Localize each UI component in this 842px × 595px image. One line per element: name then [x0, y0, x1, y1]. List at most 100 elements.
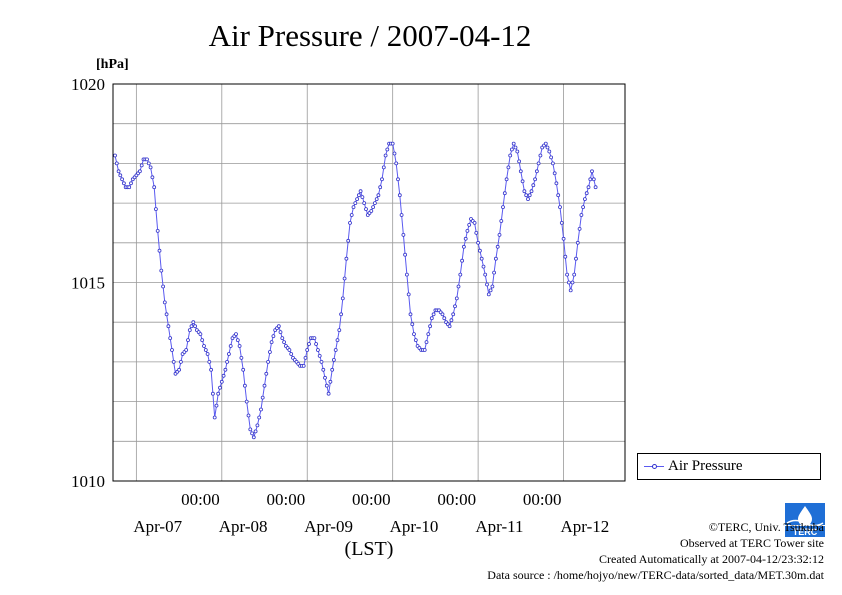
x-tick-time-label: 00:00 — [523, 490, 562, 509]
data-point — [479, 256, 484, 261]
data-point — [476, 240, 481, 245]
data-point — [150, 175, 155, 180]
data-point — [380, 177, 384, 182]
data-point — [472, 220, 477, 225]
data-point — [545, 145, 550, 150]
data-point — [492, 270, 497, 275]
data-point — [319, 359, 324, 364]
data-point — [477, 248, 482, 253]
data-point — [209, 367, 214, 372]
data-point — [214, 403, 219, 408]
data-point — [355, 197, 360, 202]
data-point — [337, 328, 342, 333]
data-point — [424, 340, 429, 345]
data-point — [328, 379, 333, 384]
data-point — [120, 177, 124, 182]
data-point — [139, 163, 144, 168]
data-point — [474, 230, 479, 235]
data-point — [556, 193, 561, 198]
data-point — [463, 236, 468, 241]
data-point — [340, 296, 345, 301]
x-tick-date-label: Apr-07 — [133, 517, 182, 536]
x-tick-date-label: Apr-09 — [304, 517, 353, 536]
data-point — [248, 427, 253, 432]
data-point — [412, 332, 416, 337]
data-point — [145, 157, 149, 162]
data-point — [490, 284, 495, 289]
data-point — [353, 201, 358, 206]
data-point — [127, 185, 132, 190]
data-point — [588, 177, 593, 182]
data-point — [488, 288, 493, 293]
data-point — [323, 375, 327, 380]
data-point — [481, 264, 486, 269]
data-point — [155, 228, 160, 233]
data-point — [467, 222, 472, 227]
data-point — [447, 324, 452, 329]
data-point — [228, 344, 233, 348]
data-point — [255, 423, 260, 428]
data-point — [241, 367, 246, 372]
data-point — [276, 324, 281, 329]
data-point — [239, 355, 244, 360]
data-point — [563, 254, 568, 259]
data-point — [508, 153, 513, 158]
data-point — [203, 348, 208, 352]
data-point — [493, 256, 498, 261]
data-point — [191, 320, 196, 325]
data-point — [495, 244, 500, 249]
data-point — [164, 312, 169, 317]
logo-text: TERC — [793, 527, 818, 537]
data-point — [153, 207, 158, 212]
data-point — [518, 169, 523, 174]
data-point — [207, 359, 212, 364]
chart-title: Air Pressure / 2007-04-12 — [209, 18, 532, 53]
data-point — [552, 171, 557, 176]
x-axis-label: (LST) — [345, 538, 394, 560]
data-point — [593, 185, 598, 190]
chart-grid — [113, 84, 625, 481]
data-point — [152, 185, 157, 190]
data-point — [315, 348, 320, 352]
data-point — [460, 258, 465, 263]
data-point — [146, 161, 151, 166]
data-point — [504, 177, 509, 182]
data-point — [543, 141, 548, 146]
x-tick-date-label: Apr-08 — [219, 517, 268, 536]
x-tick-time-label: 00:00 — [267, 490, 306, 509]
data-point — [524, 193, 529, 198]
data-point — [584, 191, 589, 196]
data-point — [570, 280, 575, 285]
x-tick-date-label: Apr-10 — [390, 517, 439, 536]
data-point — [301, 363, 306, 368]
data-point — [137, 169, 142, 174]
data-point — [371, 205, 376, 210]
data-point — [561, 236, 566, 241]
data-point — [162, 300, 167, 305]
data-point — [575, 240, 580, 245]
data-point — [465, 228, 470, 233]
data-point — [369, 209, 374, 213]
x-tick-time-label: 00:00 — [181, 490, 220, 509]
y-tick-label: 1020 — [71, 75, 105, 94]
data-point — [333, 348, 338, 352]
data-point — [264, 371, 269, 376]
data-point — [567, 280, 571, 285]
data-point — [364, 207, 368, 212]
data-point — [346, 238, 351, 243]
data-point — [394, 161, 399, 166]
data-point — [210, 391, 215, 396]
data-point — [568, 288, 573, 293]
data-point — [372, 201, 377, 206]
data-point — [406, 292, 411, 297]
terc-logo-icon: TERC — [785, 503, 825, 537]
x-axis-ticks: 00:00 00:00 00:00 00:00 00:00 Apr-07 Apr-08 Apr… — [133, 490, 609, 536]
data-point — [533, 177, 537, 182]
data-point — [235, 338, 240, 343]
data-point — [403, 252, 408, 257]
data-point — [289, 352, 294, 356]
data-point — [351, 205, 356, 210]
data-point — [517, 159, 521, 164]
x-tick-time-label: 00:00 — [352, 490, 391, 509]
